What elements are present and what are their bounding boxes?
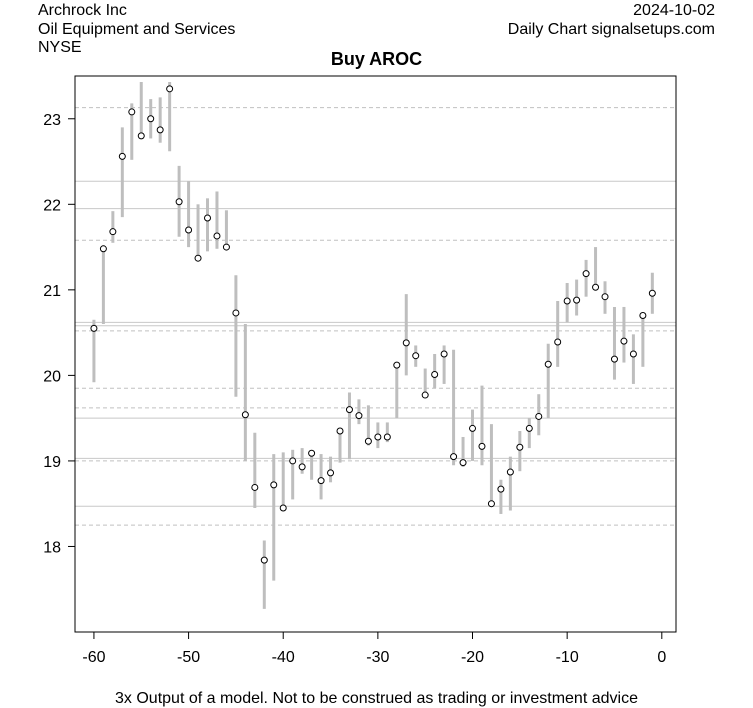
close-point — [204, 214, 212, 222]
disclaimer: 3x Output of a model. Not to be construe… — [115, 690, 638, 707]
close-point — [525, 424, 533, 432]
close-point — [431, 371, 439, 379]
close-point — [109, 228, 117, 236]
close-point — [147, 115, 155, 123]
close-point — [421, 391, 429, 399]
close-point — [374, 433, 382, 441]
x-tick-label: -50 — [177, 649, 200, 666]
close-markers — [90, 85, 656, 564]
close-point — [345, 406, 353, 414]
close-point — [554, 338, 562, 346]
close-point — [213, 232, 221, 240]
close-point — [497, 485, 505, 493]
close-point — [478, 442, 486, 450]
close-point — [99, 245, 107, 253]
close-point — [629, 350, 637, 358]
close-point — [317, 477, 325, 485]
close-point — [327, 469, 335, 477]
close-point — [336, 427, 344, 435]
chart-date: 2024-10-02 — [633, 2, 715, 19]
close-point — [544, 360, 552, 368]
close-point — [450, 453, 458, 461]
close-point — [506, 468, 514, 476]
close-point — [535, 412, 543, 420]
y-axis: 18 19 20 21 22 23 — [43, 112, 75, 556]
close-point — [289, 457, 297, 465]
close-point — [241, 411, 249, 419]
x-tick-label: -40 — [272, 649, 295, 666]
close-point — [90, 324, 98, 332]
x-tick-label: -30 — [366, 649, 389, 666]
close-point — [355, 412, 363, 420]
y-tick-label: 19 — [43, 454, 61, 471]
close-point — [185, 226, 193, 234]
y-tick-label: 18 — [43, 539, 61, 556]
plot-frame — [74, 75, 677, 633]
close-point — [412, 352, 420, 360]
close-point — [270, 481, 278, 489]
y-tick-label: 21 — [43, 283, 61, 300]
close-point — [393, 361, 401, 369]
close-point — [260, 556, 268, 564]
range-bars — [92, 81, 654, 609]
close-point — [175, 198, 183, 206]
close-point — [469, 424, 477, 432]
close-point — [648, 289, 656, 297]
close-point — [128, 108, 136, 116]
y-tick-label: 23 — [43, 112, 61, 129]
close-point — [232, 309, 240, 317]
close-point — [251, 483, 259, 491]
close-point — [459, 459, 467, 467]
close-point — [364, 437, 372, 445]
close-point — [563, 297, 571, 305]
chart-source: Daily Chart signalsetups.com — [507, 21, 715, 38]
close-point — [222, 243, 230, 251]
x-tick-label: -10 — [556, 649, 579, 666]
x-tick-label: 0 — [657, 649, 666, 666]
x-tick-label: -60 — [82, 649, 105, 666]
close-point — [279, 504, 287, 512]
close-point — [516, 443, 524, 451]
close-point — [118, 152, 126, 160]
close-point — [573, 296, 581, 304]
exchange-name: NYSE — [38, 39, 82, 56]
level-lines — [75, 107, 676, 526]
close-point — [402, 339, 410, 347]
company-name: Archrock Inc — [38, 2, 127, 19]
chart-title: Buy AROC — [330, 49, 423, 69]
close-point — [592, 283, 600, 291]
close-point — [440, 350, 448, 358]
close-point — [487, 500, 495, 508]
x-tick-label: -20 — [461, 649, 484, 666]
close-point — [620, 337, 628, 345]
y-tick-label: 20 — [43, 368, 61, 385]
close-point — [166, 85, 174, 93]
y-tick-label: 22 — [43, 197, 61, 214]
close-point — [610, 355, 618, 363]
close-point — [298, 463, 306, 471]
sector-name: Oil Equipment and Services — [38, 21, 236, 38]
close-point — [137, 132, 145, 140]
close-point — [308, 449, 316, 457]
x-axis: -60 -50 -40 -30 -20 -10 0 — [82, 632, 666, 666]
close-point — [156, 126, 164, 134]
close-point — [383, 433, 391, 441]
close-point — [639, 312, 647, 320]
close-point — [582, 270, 590, 278]
close-point — [194, 254, 202, 262]
close-point — [601, 293, 609, 301]
